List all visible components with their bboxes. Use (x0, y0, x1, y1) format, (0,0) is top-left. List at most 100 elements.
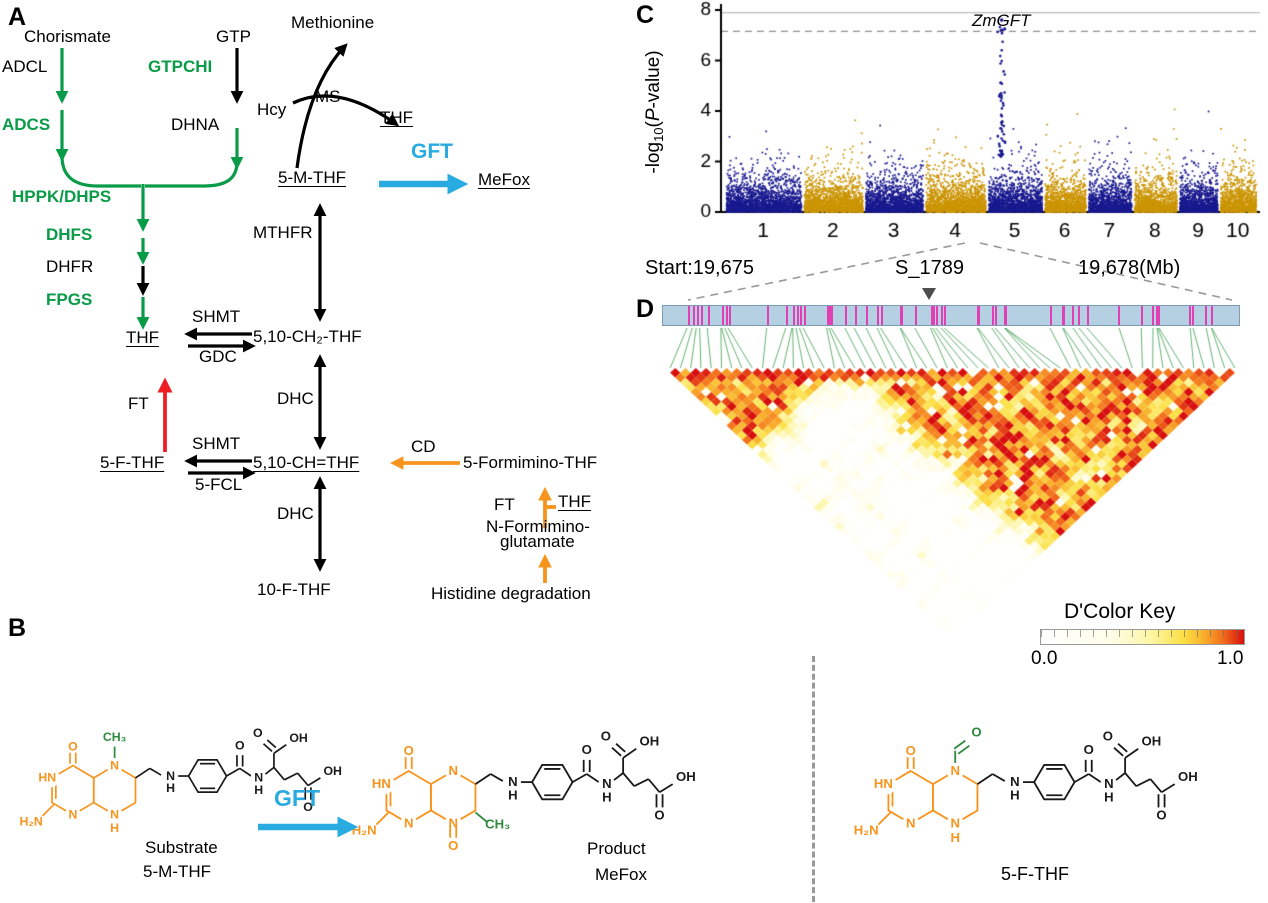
svg-text:N: N (906, 816, 915, 831)
svg-text:N: N (950, 816, 959, 831)
svg-text:N: N (254, 771, 263, 785)
label-cd: CD (411, 437, 436, 456)
svg-text:H: H (508, 787, 517, 802)
svg-text:H: H (166, 781, 175, 795)
gft-reaction-arrow (258, 816, 359, 838)
svg-text:O: O (1084, 742, 1094, 757)
svg-text:N: N (1010, 774, 1019, 789)
label-gdc: GDC (199, 347, 237, 366)
snp-tick (1189, 306, 1192, 325)
color-key-title: D'Color Key (1064, 600, 1176, 623)
snp-tick (1005, 306, 1008, 325)
snp-tick (900, 306, 903, 325)
label-5mthf: 5-M-THF (278, 168, 346, 187)
snp-tick (827, 306, 829, 325)
svg-text:N: N (950, 763, 959, 778)
ylabel-suffix: -value) (643, 50, 664, 109)
snp-tick (796, 306, 799, 325)
svg-text:H: H (602, 789, 611, 804)
svg-text:H: H (1104, 789, 1113, 804)
label-histidine: Histidine degradation (431, 584, 591, 603)
lead-snp-label: S_1789 (895, 257, 964, 279)
svg-text:O: O (404, 743, 414, 758)
svg-text:N: N (404, 816, 413, 831)
svg-text:H₂N: H₂N (854, 823, 879, 838)
caption-product-name: MeFox (595, 865, 647, 884)
ylabel-open: ( (643, 121, 664, 128)
ylabel-subscript: 10 (651, 127, 666, 142)
y-axis-label: -log10(P-value) (643, 33, 667, 191)
label-chorismate: Chorismate (24, 27, 111, 46)
svg-text:O: O (1103, 729, 1113, 744)
lead-snp-marker-icon (922, 288, 936, 300)
snp-tick (845, 306, 848, 325)
snp-tick (728, 306, 731, 325)
label-ft-formimino: FT (494, 495, 515, 514)
svg-text:O: O (1156, 808, 1166, 823)
label-methionine: Methionine (291, 13, 375, 32)
snp-tick (1049, 306, 1052, 325)
svg-text:N: N (68, 808, 77, 822)
snp-tick (786, 306, 789, 325)
annotation-zmgft: ZmGFT (972, 11, 1031, 30)
snp-tick (1063, 306, 1066, 325)
manhattan-plot (640, 0, 1268, 254)
snp-tick (944, 306, 947, 325)
label-ft-salvage: FT (128, 394, 149, 413)
svg-text:O: O (582, 742, 592, 757)
snp-tick (688, 306, 691, 325)
svg-text:OH: OH (1178, 769, 1198, 784)
snp-tick (1118, 306, 1121, 325)
svg-text:CH₃: CH₃ (485, 817, 510, 832)
snp-tick (930, 306, 933, 325)
snp-tick (1072, 306, 1075, 325)
caption-product: Product (587, 839, 646, 858)
snp-tick (995, 306, 998, 325)
label-10fthf: 10-F-THF (257, 580, 331, 599)
snp-tick (1210, 306, 1213, 325)
svg-text:OH: OH (323, 764, 342, 778)
label-mefox: MeFox (478, 170, 530, 189)
color-key-min: 0.0 (1031, 648, 1058, 669)
svg-text:N: N (508, 774, 517, 789)
label-dhfs: DHFS (46, 225, 93, 244)
snp-tick (1157, 306, 1160, 325)
svg-text:N: N (448, 763, 457, 778)
svg-text:OH: OH (289, 731, 308, 745)
label-gft-pathway: GFT (411, 140, 453, 163)
label-n-formimino-1: N-Formimino- (486, 517, 590, 536)
snp-tick (1205, 306, 1208, 325)
label-ms: MS (315, 87, 341, 106)
panel-a-letter: A (8, 3, 27, 31)
snp-tick (1158, 306, 1161, 325)
svg-text:N: N (166, 769, 175, 783)
label-dhfr: DHFR (46, 257, 94, 276)
ylabel-p: P (643, 108, 664, 122)
ylabel-prefix: -log (643, 141, 664, 174)
snp-tick (1152, 306, 1155, 325)
gene-region-bar (662, 305, 1240, 326)
snp-tick (854, 306, 857, 325)
label-shmt-lower: SHMT (192, 434, 241, 453)
svg-text:H₂N: H₂N (20, 814, 43, 828)
snp-tick (700, 306, 703, 325)
snp-tick (866, 306, 869, 325)
label-adcs: ADCS (2, 115, 51, 134)
label-gtp: GTP (216, 27, 251, 46)
svg-text:OH: OH (676, 769, 696, 784)
snp-tick (1192, 306, 1195, 325)
snp-tick (1140, 306, 1143, 325)
snp-tick (722, 306, 725, 325)
color-key-ticks (1041, 630, 1244, 637)
svg-text:O: O (253, 726, 263, 740)
snp-tick (767, 306, 770, 325)
region-start-label: Start:19,675 (645, 257, 754, 279)
snp-tick (793, 306, 796, 325)
snp-tick (935, 306, 938, 325)
svg-text:N: N (448, 816, 457, 831)
svg-text:H: H (254, 783, 263, 797)
